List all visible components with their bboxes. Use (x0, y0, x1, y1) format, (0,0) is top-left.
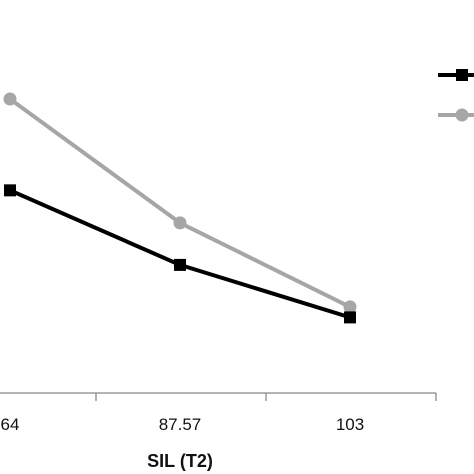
x-tick-label: 103 (336, 415, 364, 434)
series-layer (3, 92, 357, 324)
series-2-point (343, 300, 357, 314)
x-axis-title: SIL (T2) (147, 451, 213, 471)
series-1-point (174, 258, 186, 271)
legend-series-1-marker (456, 69, 468, 81)
series-2-point (3, 92, 17, 106)
legend-series-2-marker (455, 108, 469, 122)
series-1-point (4, 184, 16, 197)
x-axis-ticks: 64 87.57 103 (1, 393, 437, 434)
x-tick-label: 64 (1, 415, 20, 434)
series-2-point (173, 216, 187, 230)
series-1-line (9, 188, 351, 320)
x-tick-label: 87.57 (159, 415, 202, 434)
series-1-point (344, 311, 356, 324)
legend (438, 69, 474, 122)
series-2-line (8, 97, 351, 309)
